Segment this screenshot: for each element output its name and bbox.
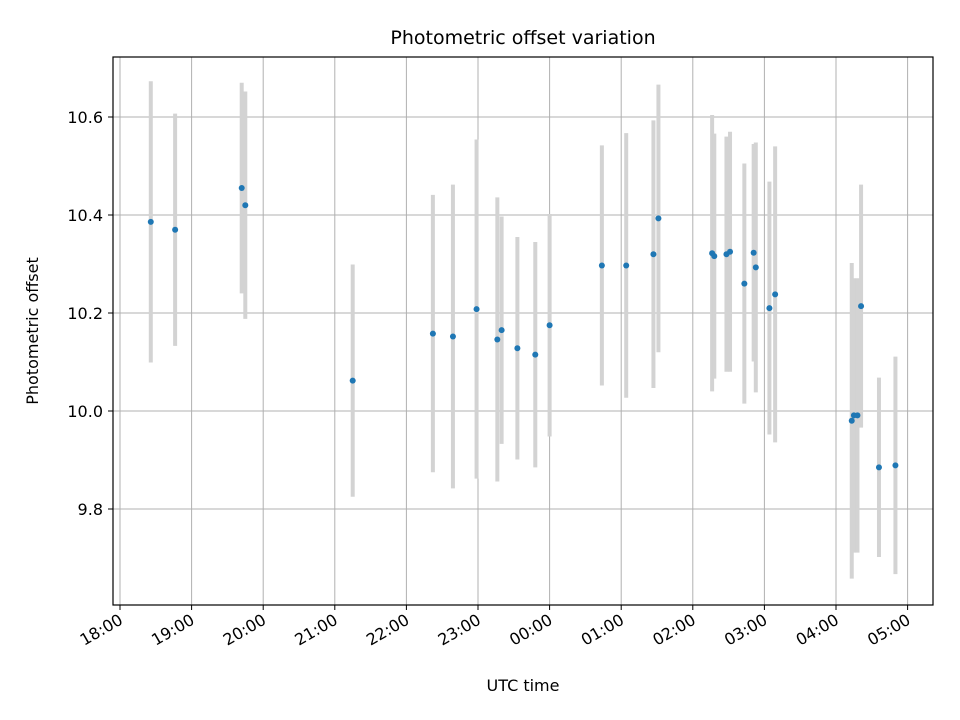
data-point	[147, 218, 154, 225]
data-point	[848, 417, 855, 424]
data-point	[623, 262, 630, 269]
data-point	[242, 202, 249, 209]
data-point	[858, 303, 865, 310]
y-tick-label: 10.6	[67, 108, 103, 127]
y-tick-label: 10.0	[67, 402, 103, 421]
data-point	[349, 377, 356, 384]
y-axis-label: Photometric offset	[23, 257, 42, 405]
data-point	[752, 264, 759, 271]
data-point	[498, 327, 505, 334]
plot-frame	[112, 56, 934, 606]
data-point	[854, 412, 861, 419]
data-point	[494, 336, 501, 343]
data-point	[598, 262, 605, 269]
data-point	[238, 185, 245, 192]
data-point	[892, 462, 899, 469]
data-point	[875, 464, 882, 471]
y-tick-label: 10.4	[67, 206, 103, 225]
x-axis-label: UTC time	[487, 676, 560, 695]
data-point	[741, 280, 748, 287]
data-point	[655, 215, 662, 222]
y-tick-label: 9.8	[78, 500, 103, 519]
chart-title: Photometric offset variation	[390, 27, 655, 49]
data-point	[514, 345, 521, 352]
data-point	[750, 249, 757, 256]
data-point	[532, 351, 539, 358]
data-point	[766, 305, 773, 312]
data-point	[546, 322, 553, 329]
data-point	[650, 251, 657, 258]
data-point	[711, 253, 718, 260]
data-point	[172, 226, 179, 233]
data-point	[727, 248, 734, 255]
y-tick-label: 10.2	[67, 304, 103, 323]
data-point	[429, 330, 436, 337]
data-point	[772, 291, 779, 298]
data-points	[147, 185, 899, 471]
data-point	[449, 333, 456, 340]
data-point	[473, 306, 480, 313]
